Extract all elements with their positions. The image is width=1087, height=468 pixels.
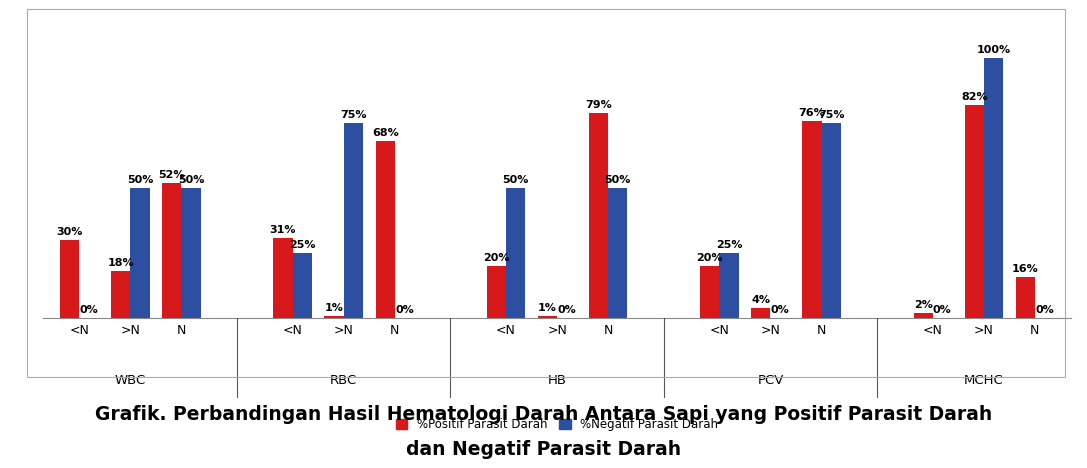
- Text: 0%: 0%: [558, 305, 576, 315]
- Text: 75%: 75%: [817, 110, 845, 120]
- Bar: [700, 266, 720, 318]
- Bar: [343, 123, 363, 318]
- Bar: [182, 188, 201, 318]
- Text: WBC: WBC: [115, 374, 146, 388]
- Bar: [130, 188, 150, 318]
- Text: 50%: 50%: [178, 175, 204, 185]
- Text: 1%: 1%: [325, 302, 343, 313]
- Text: 0%: 0%: [1035, 305, 1054, 315]
- Text: 76%: 76%: [799, 108, 825, 117]
- Text: 2%: 2%: [914, 300, 933, 310]
- Text: MCHC: MCHC: [964, 374, 1003, 388]
- Bar: [609, 188, 627, 318]
- Text: 0%: 0%: [771, 305, 789, 315]
- Bar: [292, 253, 312, 318]
- Text: 100%: 100%: [976, 45, 1011, 55]
- Bar: [505, 188, 525, 318]
- Bar: [274, 238, 292, 318]
- Text: Grafik. Perbandingan Hasil Hematologi Darah Antara Sapi yang Positif Parasit Dar: Grafik. Perbandingan Hasil Hematologi Da…: [95, 405, 992, 424]
- Text: 16%: 16%: [1012, 263, 1039, 273]
- Bar: [60, 240, 79, 318]
- Bar: [325, 315, 343, 318]
- Bar: [964, 105, 984, 318]
- Text: 0%: 0%: [933, 305, 952, 315]
- Bar: [1015, 277, 1035, 318]
- Bar: [487, 266, 505, 318]
- Text: PCV: PCV: [758, 374, 784, 388]
- Text: 25%: 25%: [289, 240, 315, 250]
- Text: HB: HB: [548, 374, 566, 388]
- Bar: [751, 308, 771, 318]
- Bar: [111, 271, 130, 318]
- Bar: [913, 313, 933, 318]
- Bar: [376, 141, 395, 318]
- Text: 25%: 25%: [715, 240, 742, 250]
- Bar: [538, 315, 557, 318]
- Bar: [822, 123, 840, 318]
- Text: 52%: 52%: [159, 170, 185, 180]
- Text: 0%: 0%: [79, 305, 98, 315]
- Text: 0%: 0%: [395, 305, 414, 315]
- Text: 50%: 50%: [127, 175, 153, 185]
- Text: 79%: 79%: [585, 100, 612, 110]
- Text: 30%: 30%: [57, 227, 83, 237]
- Text: 68%: 68%: [372, 128, 399, 139]
- Text: 75%: 75%: [340, 110, 366, 120]
- Bar: [802, 121, 822, 318]
- Bar: [162, 183, 182, 318]
- Text: RBC: RBC: [330, 374, 358, 388]
- Text: 82%: 82%: [961, 92, 987, 102]
- Text: 4%: 4%: [751, 295, 771, 305]
- Text: 50%: 50%: [502, 175, 528, 185]
- Bar: [720, 253, 738, 318]
- Text: 1%: 1%: [538, 302, 557, 313]
- Bar: [589, 113, 609, 318]
- Text: 50%: 50%: [604, 175, 630, 185]
- Legend: %Positif Parasit Darah, %Negatif Parasit Darah: %Positif Parasit Darah, %Negatif Parasit…: [391, 413, 723, 436]
- Text: 20%: 20%: [697, 253, 723, 263]
- Bar: [984, 58, 1003, 318]
- Text: 18%: 18%: [108, 258, 134, 268]
- Text: 31%: 31%: [270, 225, 297, 234]
- Text: 20%: 20%: [483, 253, 510, 263]
- Text: dan Negatif Parasit Darah: dan Negatif Parasit Darah: [405, 440, 682, 459]
